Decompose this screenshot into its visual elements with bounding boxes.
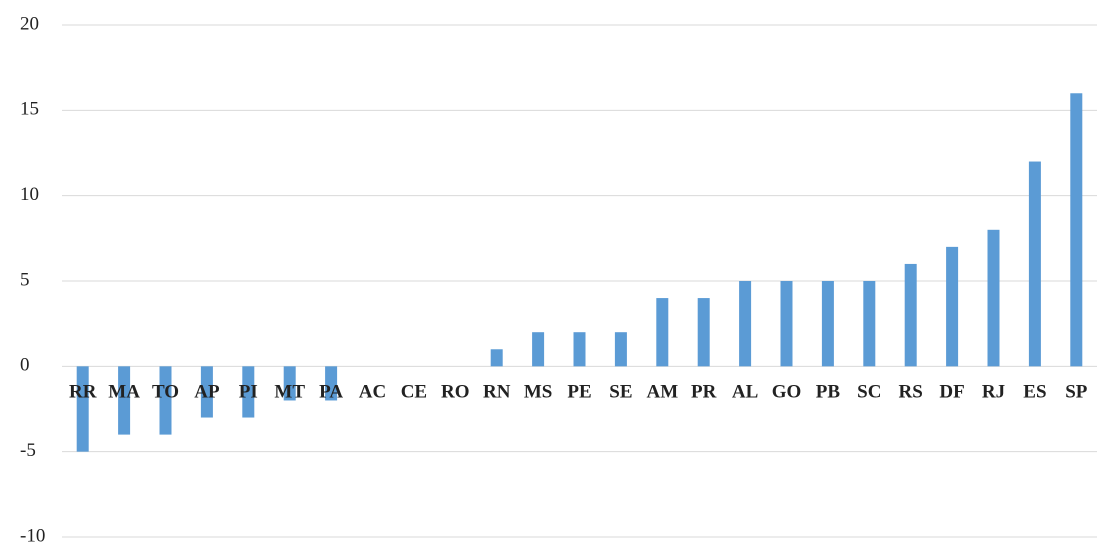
x-tick-label: GO <box>772 382 802 403</box>
bar <box>200 366 213 418</box>
x-tick-label: AM <box>646 382 678 403</box>
bar <box>1070 93 1083 367</box>
x-tick-label: AP <box>194 382 220 403</box>
bar <box>656 298 669 367</box>
x-tick-label: SC <box>857 382 881 403</box>
bar <box>118 366 131 435</box>
bar <box>780 281 793 367</box>
bar <box>325 366 338 401</box>
bar <box>863 281 876 367</box>
x-tick-label: CE <box>401 382 427 403</box>
bar <box>490 349 503 367</box>
bar <box>1028 161 1041 367</box>
x-tick-label: MS <box>524 382 553 403</box>
x-tick-label: PB <box>816 382 841 403</box>
y-tick-label: 15 <box>20 99 39 120</box>
x-tick-label: RN <box>483 382 511 403</box>
bar <box>697 298 710 367</box>
bar <box>821 281 834 367</box>
bar <box>283 366 296 401</box>
x-tick-label: MT <box>274 382 305 403</box>
x-tick-label: SE <box>609 382 632 403</box>
x-tick-label: PE <box>567 382 591 403</box>
x-tick-label: TO <box>152 382 179 403</box>
bar <box>532 332 545 367</box>
x-tick-label: PA <box>319 382 343 403</box>
bar <box>904 263 917 367</box>
x-tick-label: ES <box>1023 382 1046 403</box>
x-tick-label: DF <box>939 382 964 403</box>
x-tick-label: RS <box>899 382 923 403</box>
x-tick-label: PI <box>239 382 258 403</box>
bar <box>573 332 586 367</box>
bar <box>242 366 255 418</box>
x-tick-label: PR <box>691 382 717 403</box>
x-tick-label: RO <box>441 382 470 403</box>
bar <box>946 246 959 367</box>
y-tick-label: 20 <box>20 13 39 34</box>
x-tick-label: SP <box>1065 382 1088 403</box>
x-tick-label: RJ <box>982 382 1005 403</box>
x-tick-label: MA <box>108 382 140 403</box>
x-tick-label: RR <box>69 382 97 403</box>
bar <box>987 229 1000 367</box>
bar <box>159 366 172 435</box>
x-tick-label: AC <box>359 382 386 403</box>
y-tick-label: -5 <box>20 440 36 461</box>
bar <box>614 332 627 367</box>
bar <box>739 281 752 367</box>
bar <box>76 366 89 452</box>
y-tick-label: 10 <box>20 184 39 205</box>
y-tick-label: 5 <box>20 269 30 290</box>
y-tick-label: 0 <box>20 355 30 376</box>
y-tick-label: -10 <box>20 525 45 546</box>
x-tick-label: AL <box>732 382 758 403</box>
